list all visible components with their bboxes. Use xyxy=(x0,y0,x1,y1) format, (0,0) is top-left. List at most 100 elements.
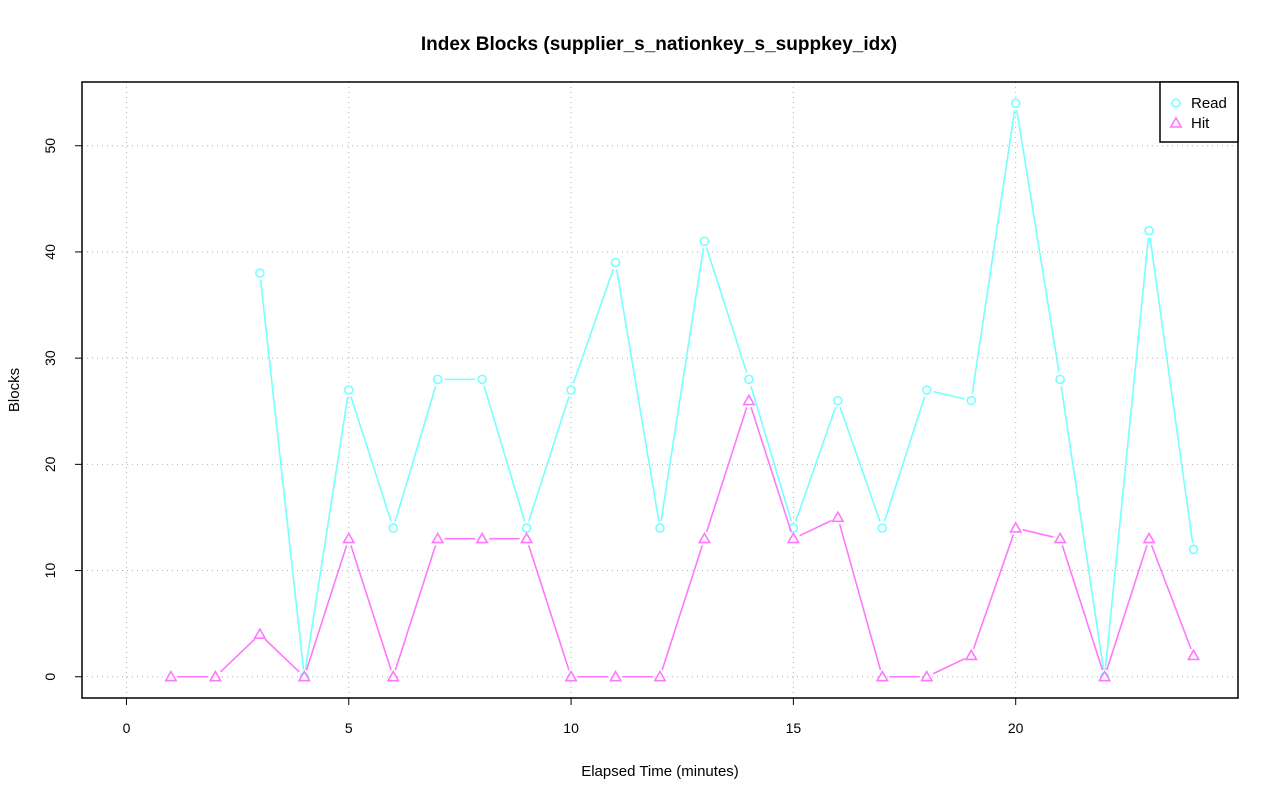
series-segment-hit xyxy=(305,545,348,671)
legend-box xyxy=(1159,81,1239,143)
y-axis-label: Blocks xyxy=(6,368,23,412)
data-point-read xyxy=(921,385,932,395)
series-segment-read xyxy=(1060,386,1105,670)
data-point-hit xyxy=(520,531,534,544)
y-tick-label: 10 xyxy=(42,563,58,579)
series-segment-hit xyxy=(1022,528,1054,538)
y-tick-label: 40 xyxy=(42,244,58,260)
series-segment-read xyxy=(705,247,748,373)
data-point-read xyxy=(566,385,576,395)
legend-marker-hit xyxy=(1169,116,1183,128)
data-point-hit xyxy=(1098,669,1112,682)
series-segment-hit xyxy=(1061,545,1104,671)
series-segment-read xyxy=(883,396,926,522)
series-segment-read xyxy=(1104,237,1150,670)
legend-label-read: Read xyxy=(1191,95,1227,112)
y-tick-label: 50 xyxy=(42,138,58,154)
axes: 0 5 10 15 20 0 10 20 30 40 50 xyxy=(42,138,1024,736)
series-segment-hit xyxy=(350,545,392,671)
data-point-hit xyxy=(875,669,889,682)
data-point-read xyxy=(343,385,354,395)
series-segment-hit xyxy=(932,657,966,675)
series-segment-read xyxy=(615,269,660,522)
data-point-read xyxy=(388,523,399,533)
data-point-hit xyxy=(1009,521,1023,533)
data-point-hit xyxy=(475,531,489,544)
data-point-read xyxy=(699,236,710,247)
data-point-read xyxy=(744,374,754,385)
series-segment-read xyxy=(304,396,349,670)
plot-frame xyxy=(81,81,1239,699)
y-tick-label: 0 xyxy=(42,673,58,681)
series-segment-read xyxy=(1149,237,1194,543)
data-point-read xyxy=(432,374,443,385)
data-point-read xyxy=(655,523,665,533)
series-segment-read xyxy=(660,248,705,522)
data-point-hit xyxy=(386,669,400,682)
data-point-read xyxy=(1188,544,1199,555)
grid-lines xyxy=(82,82,1238,698)
series-segment-read xyxy=(483,385,526,522)
series-segment-hit xyxy=(219,638,256,673)
data-point-hit xyxy=(697,531,712,544)
series-segment-read xyxy=(794,406,837,522)
x-tick-label: 20 xyxy=(1008,720,1024,736)
x-tick-label: 10 xyxy=(563,720,579,736)
series-segment-read xyxy=(527,396,570,522)
data-point-hit xyxy=(208,669,222,682)
data-point-hit xyxy=(653,669,667,682)
data-point-read xyxy=(1010,98,1021,109)
series-segment-hit xyxy=(394,545,437,671)
data-point-read xyxy=(477,374,487,385)
data-point-hit xyxy=(431,531,445,544)
data-point-hit xyxy=(1053,531,1067,544)
series-hit xyxy=(164,393,1201,682)
series-segment-hit xyxy=(264,638,300,673)
series-segment-read xyxy=(259,280,305,670)
series-segment-read xyxy=(350,396,392,522)
data-point-hit xyxy=(608,669,623,682)
series-segment-hit xyxy=(1105,545,1148,671)
series-layer xyxy=(164,98,1201,682)
x-tick-label: 0 xyxy=(123,720,131,736)
data-point-hit xyxy=(964,648,978,661)
data-point-hit xyxy=(253,627,267,639)
series-segment-hit xyxy=(661,545,704,671)
data-point-read xyxy=(1055,374,1065,385)
series-segment-read xyxy=(1016,110,1060,373)
series-segment-hit xyxy=(1150,544,1192,650)
series-read xyxy=(255,98,1199,682)
series-segment-read xyxy=(394,385,437,522)
legend-marker-read xyxy=(1171,98,1181,108)
x-axis-label: Elapsed Time (minutes) xyxy=(581,763,739,780)
series-segment-hit xyxy=(750,407,793,533)
legend-label-hit: Hit xyxy=(1191,115,1210,132)
legend: Read Hit xyxy=(1159,81,1239,143)
data-point-read xyxy=(833,395,843,406)
data-point-hit xyxy=(164,669,178,682)
series-segment-hit xyxy=(527,545,570,671)
data-point-read xyxy=(521,523,532,533)
data-point-hit xyxy=(920,669,934,682)
y-tick-label: 30 xyxy=(42,350,58,366)
data-point-hit xyxy=(342,531,356,544)
series-segment-hit xyxy=(799,519,832,537)
x-tick-label: 15 xyxy=(786,720,802,736)
data-point-read xyxy=(877,523,888,533)
data-point-hit xyxy=(786,531,800,544)
series-segment-read xyxy=(572,268,614,384)
data-point-read xyxy=(1144,225,1154,236)
series-segment-read xyxy=(750,385,793,522)
data-point-hit xyxy=(1186,648,1201,661)
series-segment-hit xyxy=(972,534,1015,650)
data-point-read xyxy=(610,257,621,268)
chart-title: Index Blocks (supplier_s_nationkey_s_sup… xyxy=(421,34,897,55)
series-segment-hit xyxy=(705,407,748,533)
data-point-hit xyxy=(831,510,845,523)
series-segment-read xyxy=(933,390,965,400)
series-segment-read xyxy=(971,110,1016,394)
series-segment-hit xyxy=(838,523,882,671)
series-segment-read xyxy=(839,406,881,522)
data-point-hit xyxy=(564,669,578,682)
